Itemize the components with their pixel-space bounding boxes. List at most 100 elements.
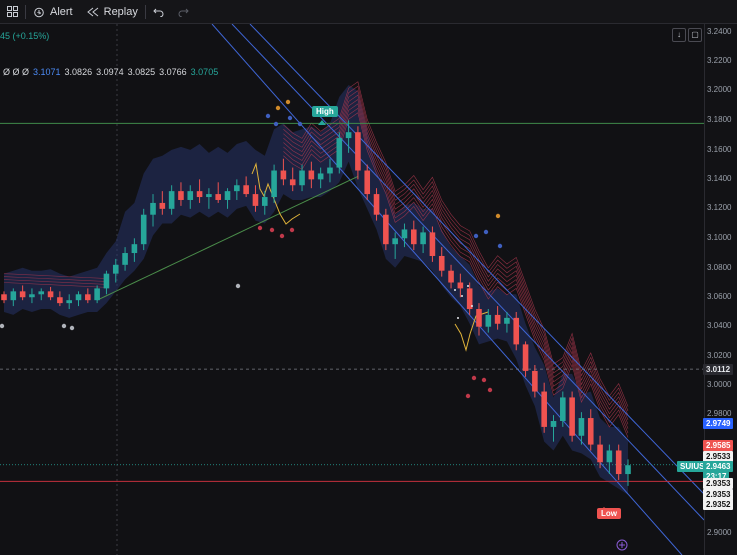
candle-body [392,238,398,245]
candle-body [19,291,26,298]
white-price-tag: 2.9353 [703,489,734,500]
white-price-tag: 2.9352 [703,499,734,510]
candle-body [215,194,222,200]
indicator-dot [285,99,291,105]
countdown-tag: 23:17 [703,471,730,482]
candle-body [10,291,17,301]
candle-body [289,179,296,186]
indicator-dot [265,113,271,119]
moving-average-ribbon [3,279,107,285]
candle-body [131,244,138,254]
toolbar-divider [144,4,146,19]
price-tick-label: 3.2000 [707,85,732,94]
undo-icon [153,8,164,17]
price-tick-label: 2.9800 [707,409,732,418]
fullscreen-button[interactable]: ▢ [688,28,702,42]
price-tick-label: 3.2400 [707,27,732,36]
price-tick-label: 3.0600 [707,292,732,301]
indicator-dot [275,105,281,111]
indicator-dot [61,323,67,329]
candle-body [66,300,72,304]
price-tick-label: 3.0800 [707,263,732,272]
legend-prefix: Ø Ø Ø [3,67,30,77]
candle-body [532,370,538,392]
alert-label: Alert [50,5,73,18]
candle-body [178,191,184,200]
signal-line [454,311,489,352]
redo-icon [178,8,189,17]
price-chart[interactable] [0,24,704,555]
low-label: Low [597,508,621,519]
replay-button[interactable]: Replay [80,0,145,23]
blue-price-tag: 2.9749 [703,418,734,429]
price-tick-label: 3.0400 [707,321,732,330]
candle-body [587,418,594,445]
indicator-dot [481,377,487,383]
candle-body [112,264,119,274]
layout-grid-button[interactable] [0,0,25,23]
candle-body [420,232,426,245]
alert-button[interactable]: Alert [26,0,80,23]
candle-body [383,214,389,245]
undo-button[interactable] [146,0,171,23]
legend-value: 3.1071 [33,67,61,77]
candle-body [401,229,408,239]
price-tick-label: 3.0000 [707,380,732,389]
indicator-dot [471,375,477,381]
indicator-dot [269,227,275,233]
toolbar-divider [25,4,26,19]
high-pointer [318,120,326,125]
indicator-dot [257,225,263,231]
indicator-dot [0,323,5,329]
marker-dot [461,295,463,297]
candle-body [373,194,380,215]
white-price-tag: 2.9353 [703,478,734,489]
candle-body [308,170,315,180]
replay-label: Replay [103,5,138,18]
candle-body [140,214,147,245]
current-price-tag: 2.9463 [703,461,734,472]
candle-body [29,294,35,298]
symbol-tag: SUIUSD [677,461,714,472]
indicator-dot [273,121,279,127]
candle-body [504,317,510,324]
price-tick-label: 3.1200 [707,203,732,212]
candle-body [438,255,445,271]
candle-body [317,173,324,180]
channel-line-upper [211,24,683,555]
candle-body [560,397,566,422]
crosshair-price-tag: 3.0112 [703,364,734,375]
indicator-dot [487,387,493,393]
candle-body [466,288,473,310]
candle-body [196,191,203,198]
redo-button[interactable] [171,0,196,23]
indicator-dot [483,229,489,235]
red-price-tag: 2.9585 [703,440,734,451]
moving-average-ribbon [3,282,107,288]
candle-body [327,167,333,174]
marker-dot [467,285,469,287]
indicator-dot [289,227,295,233]
download-button[interactable]: ↓ [672,28,686,42]
candle-body [494,314,501,324]
marker-dot [454,289,456,291]
indicator-dot [235,283,241,289]
moving-average-ribbon [283,90,629,416]
candle-body [336,138,343,168]
indicator-dot [297,121,303,127]
candle-body [625,465,631,475]
candle-body [550,421,557,427]
candle-body [243,185,249,195]
candle-body [513,317,520,345]
channel-line-lower [249,24,704,495]
candle-body [615,450,622,475]
indicator-dot [473,233,479,239]
signal-line [251,162,301,225]
candle-body [252,194,259,206]
candle-body [569,397,575,436]
candle-body [187,191,194,200]
candle-body [168,191,175,209]
candle-body [1,294,7,301]
candle-body [234,185,240,192]
square-icon: ▢ [691,30,699,39]
